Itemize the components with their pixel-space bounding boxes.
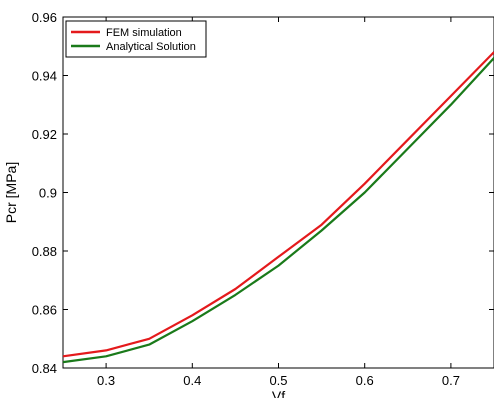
series-lines [62, 51, 494, 364]
x-tick-label: 0.3 [97, 373, 115, 388]
legend-label-0: FEM simulation [106, 27, 182, 39]
plot-area [62, 16, 494, 369]
legend-box [65, 20, 207, 58]
x-axis-label: Vf [272, 388, 285, 398]
y-tick-label: 0.94 [32, 69, 57, 84]
x-tick-label: 0.6 [356, 373, 374, 388]
x-tick-label: 0.7 [442, 373, 460, 388]
legend: FEM simulation Analytical Solution [65, 20, 207, 58]
y-axis-label: Pcr [MPa] [3, 162, 19, 223]
x-axis-ticks: 0.3 0.4 0.5 0.6 0.7 [97, 17, 460, 388]
y-tick-label: 0.88 [32, 244, 57, 259]
y-axis-ticks: 0.84 0.86 0.88 0.9 0.92 0.94 0.96 [32, 10, 494, 376]
series-line-1 [62, 57, 494, 364]
y-tick-label: 0.92 [32, 127, 57, 142]
y-tick-label: 0.9 [39, 186, 57, 201]
x-tick-label: 0.5 [269, 373, 287, 388]
y-tick-label: 0.96 [32, 10, 57, 25]
y-tick-label: 0.86 [32, 303, 57, 318]
legend-label-1: Analytical Solution [106, 41, 196, 53]
x-tick-label: 0.4 [183, 373, 201, 388]
y-tick-label: 0.84 [32, 361, 57, 376]
series-line-0 [62, 51, 494, 358]
